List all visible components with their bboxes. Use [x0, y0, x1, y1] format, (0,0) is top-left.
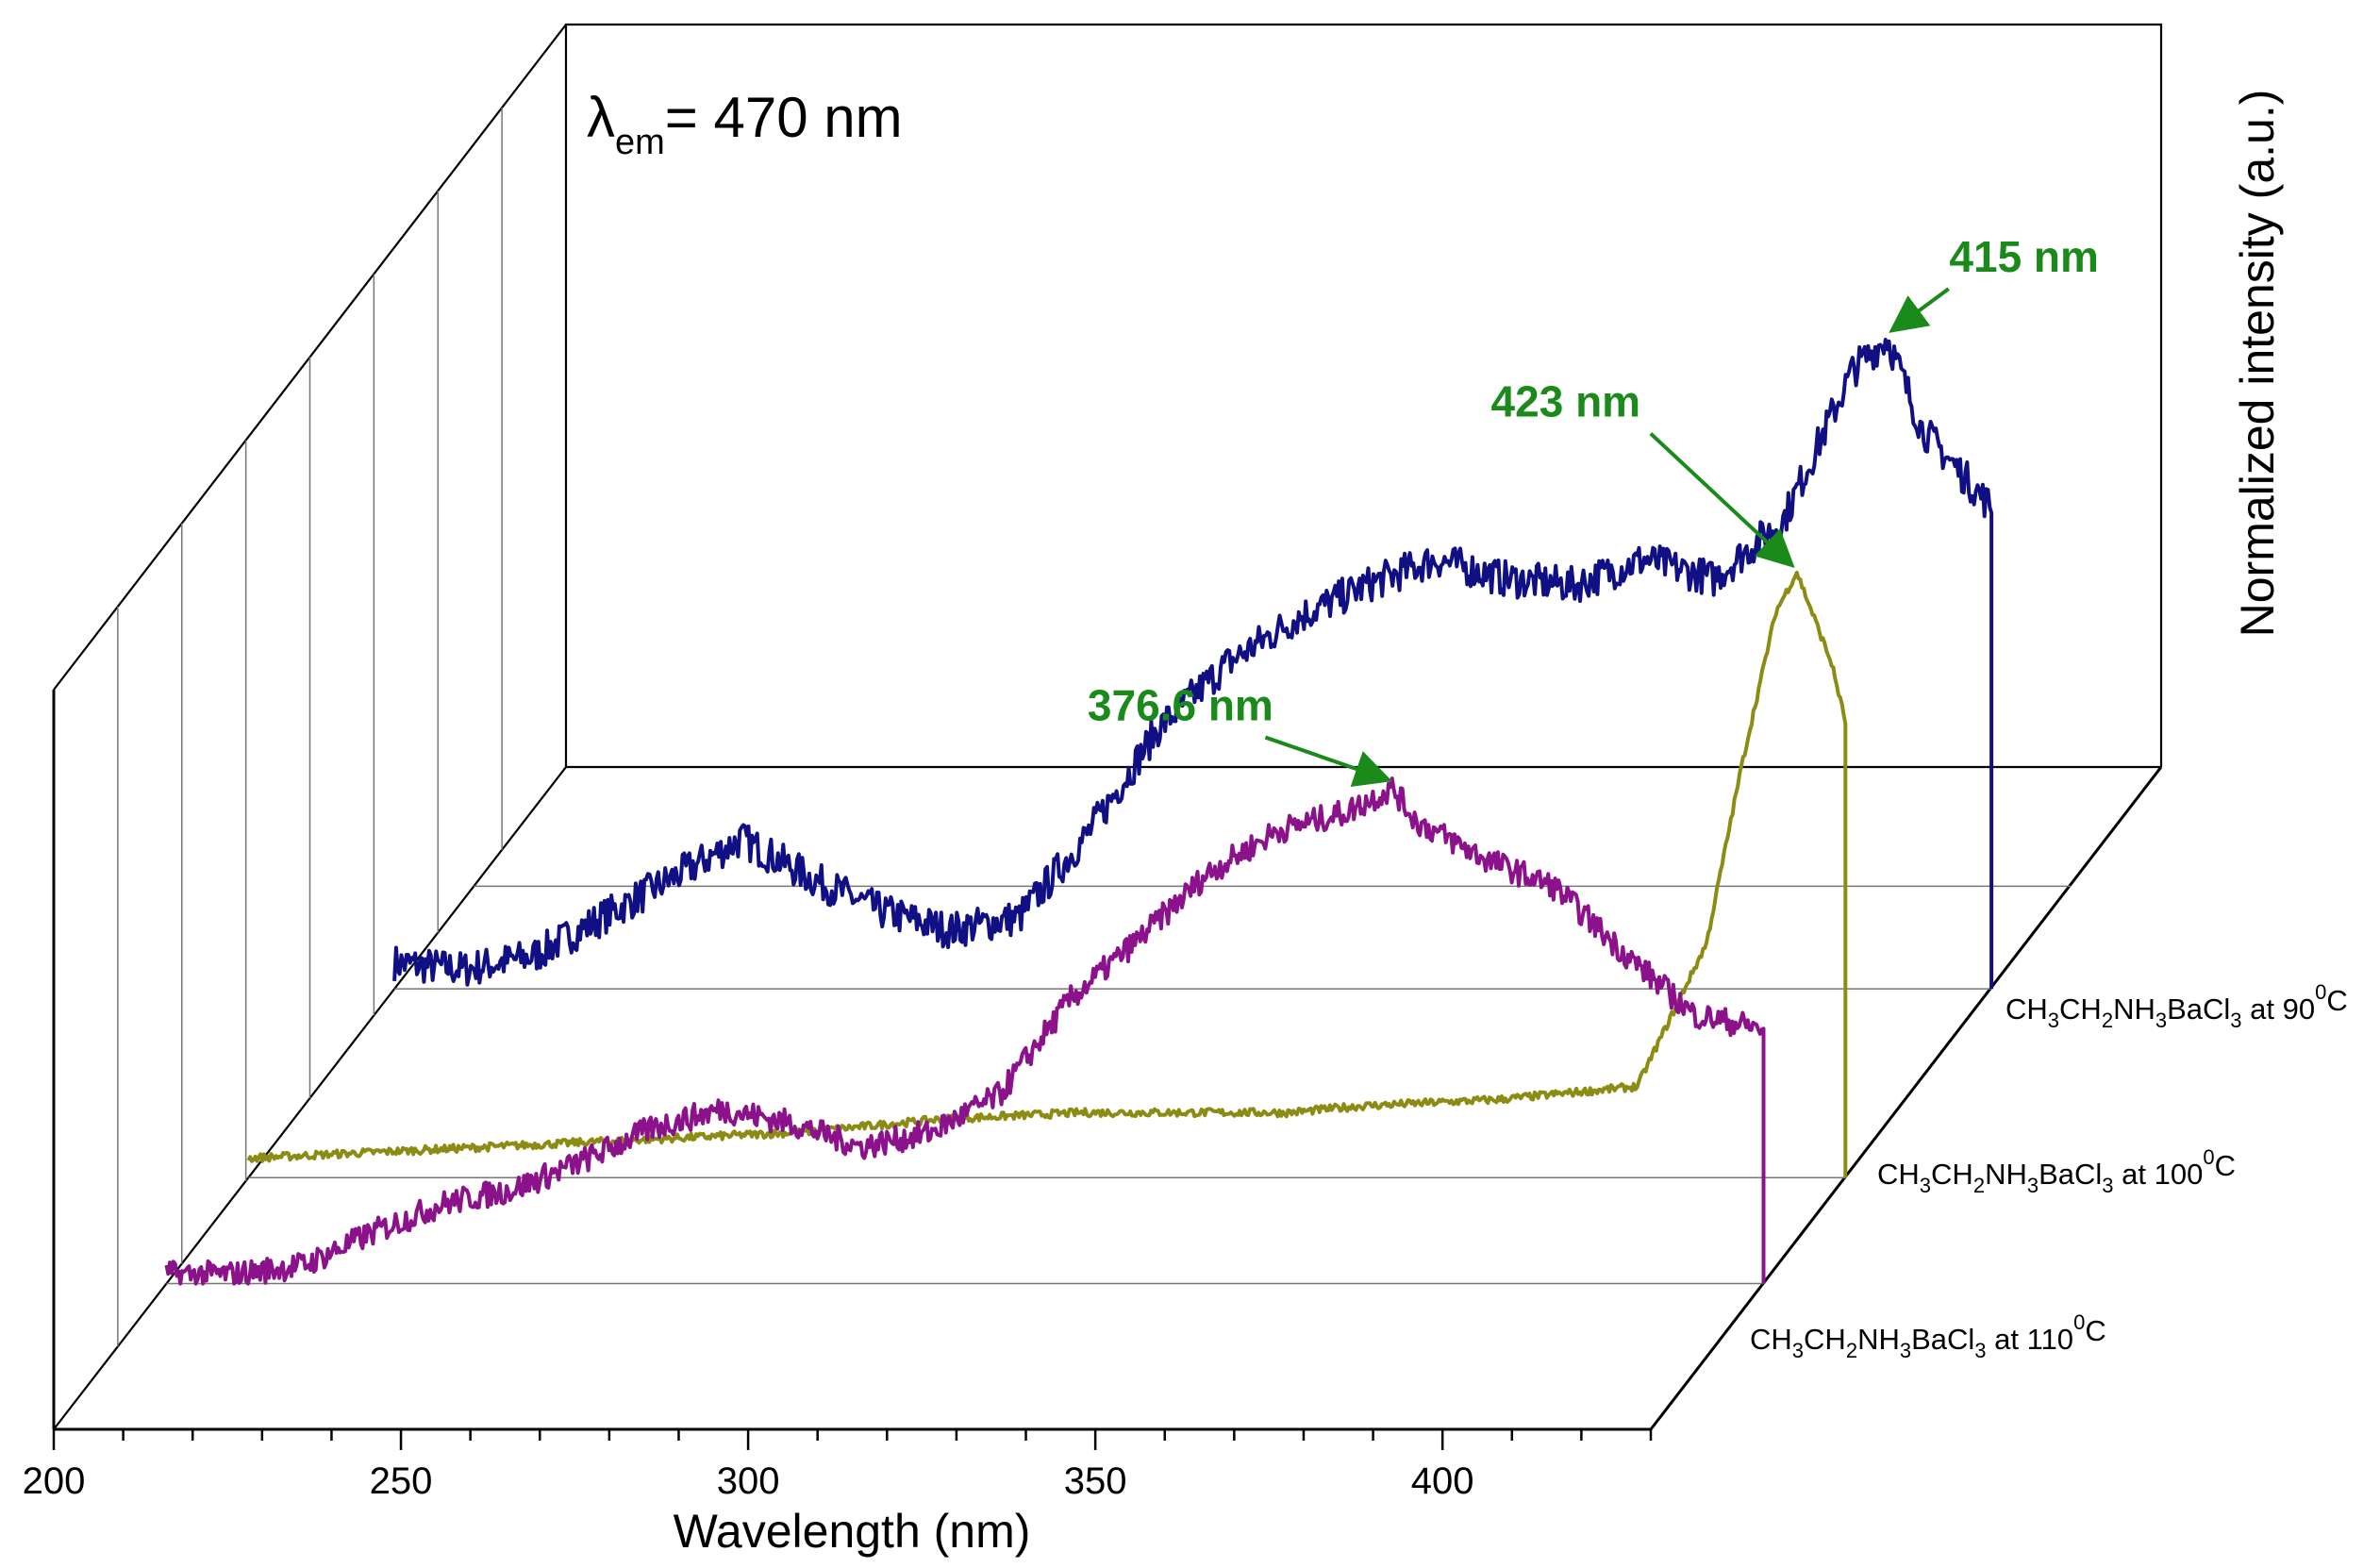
x-tick-label: 350	[1064, 1460, 1127, 1502]
series-label-part: CH	[1804, 1323, 1846, 1356]
series-label-part: 0	[2315, 980, 2326, 1004]
lambda-value: = 470 nm	[665, 86, 903, 149]
series-label-part: 3	[2102, 1174, 2113, 1197]
peak-annotations: 415 nm 423 nm 376.6 nm	[1088, 232, 2099, 787]
series-label-part: 2	[1846, 1339, 1857, 1362]
series-label-part: at 110	[1987, 1323, 2074, 1356]
series-line	[392, 338, 1994, 990]
series-label-part: 0	[2203, 1145, 2214, 1169]
series-label-part: 3	[1900, 1339, 1911, 1362]
series-label-part: 3	[2027, 1174, 2039, 1197]
series-label-part: 3	[2230, 1009, 2241, 1032]
peak-arrow	[1649, 432, 1795, 568]
series-label-part: CH	[2059, 993, 2102, 1026]
x-tick-label: 250	[370, 1460, 433, 1502]
left-wall-grid	[117, 108, 503, 1347]
lambda-subscript: em	[615, 123, 665, 162]
series-label-part: at 100	[2114, 1158, 2204, 1191]
x-axis-title: Wavelength (nm)	[674, 1505, 1031, 1558]
peak-label: 415 nm	[1949, 232, 2099, 281]
series-label-part: 3	[1920, 1174, 1931, 1197]
series-label-part: BaCl	[2039, 1158, 2102, 1191]
x-axis-tick-labels: 200 250 300 350 400	[23, 1460, 1474, 1502]
series-floor-lines	[166, 885, 2072, 1285]
series-line	[164, 776, 1766, 1286]
back-wall	[564, 23, 2163, 767]
chart-frame	[52, 23, 2163, 1431]
peak-arrow	[1264, 735, 1392, 787]
series-label-part: CH	[1750, 1323, 1792, 1356]
x-tick-label: 300	[717, 1460, 780, 1502]
peak-label: 376.6 nm	[1088, 681, 1273, 730]
y-axis-title: Normalized intensity (a.u.)	[2231, 90, 2284, 638]
series-label: CH3CH2NH3BaCl3 at 900C	[2006, 980, 2348, 1032]
series-label-part: C	[2085, 1314, 2105, 1347]
x-tick-label: 400	[1411, 1460, 1474, 1502]
series-label-part: 3	[1974, 1339, 1986, 1362]
series-label-part: NH	[1985, 1158, 2027, 1191]
excitation-annotation: λem= 470 nm	[587, 86, 903, 162]
series-label-part: BaCl	[2167, 993, 2230, 1026]
series-layer	[164, 338, 1994, 1286]
series-label-part: 3	[2048, 1009, 2059, 1032]
peak-arrow	[1889, 287, 1950, 333]
x-tick-label: 200	[23, 1460, 86, 1502]
series-label-part: NH	[1857, 1323, 1900, 1356]
series-label-part: CH	[2006, 993, 2048, 1026]
series-label-part: 2	[1973, 1174, 1985, 1197]
series-label-part: 2	[2102, 1009, 2113, 1032]
series-label: CH3CH2NH3BaCl3 at 1000C	[1877, 1145, 2236, 1197]
peak-label: 423 nm	[1491, 377, 1641, 426]
series-label-part: 0	[2073, 1310, 2085, 1334]
series-label-part: 3	[2155, 1009, 2167, 1032]
series-label-part: C	[2215, 1149, 2236, 1182]
series-label-part: BaCl	[1911, 1323, 1974, 1356]
series-line	[246, 570, 1848, 1178]
series-label-part: C	[2326, 984, 2347, 1017]
lambda-symbol: λ	[587, 86, 615, 149]
right-depth-edge	[1649, 766, 2163, 1430]
x-axis-ticks	[52, 1429, 1653, 1450]
series-label-part: CH	[1931, 1158, 1973, 1191]
series-label-part: CH	[1877, 1158, 1920, 1191]
series-label-part: NH	[2113, 993, 2155, 1026]
series-label: CH3CH2NH3BaCl3 at 1100C	[1750, 1310, 2106, 1362]
series-label-part: at 90	[2242, 993, 2316, 1026]
series-label-part: 3	[1792, 1339, 1804, 1362]
